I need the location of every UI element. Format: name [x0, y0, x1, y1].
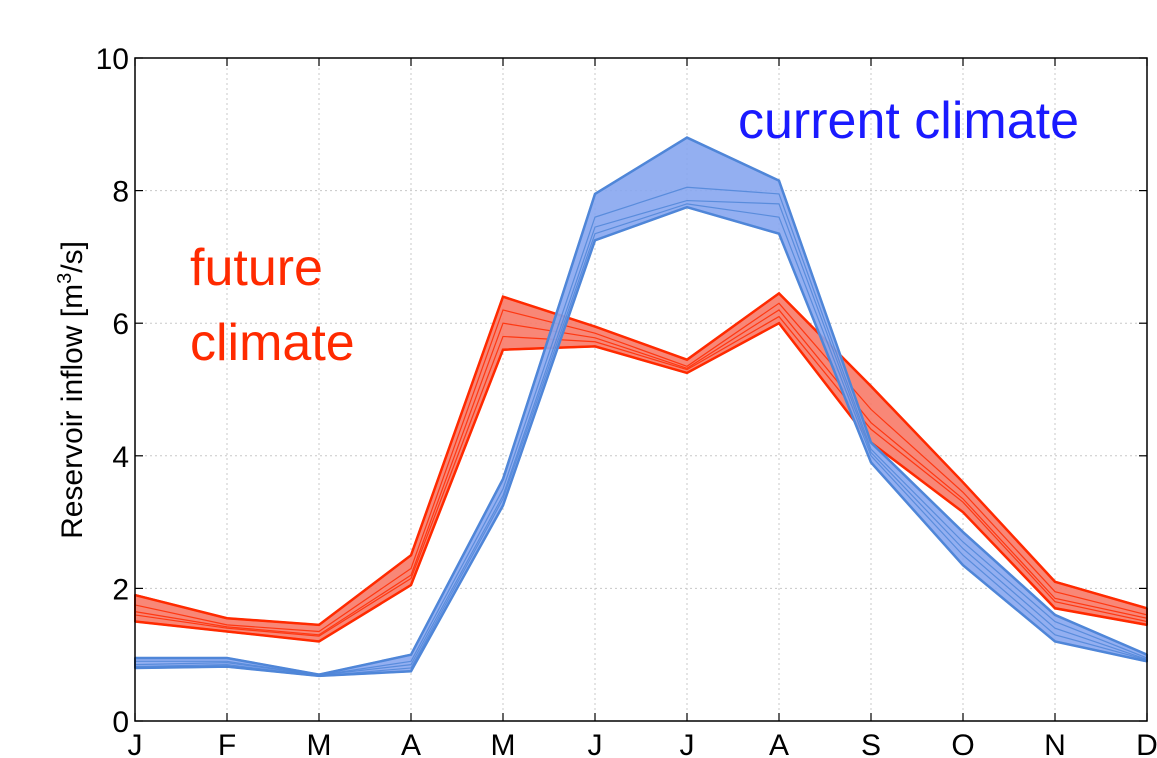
annotation-current-climate: current climate — [738, 92, 1079, 150]
x-tick-label: O — [951, 729, 974, 758]
current-climate-upper-line — [135, 136, 1148, 676]
x-tick-label: F — [218, 729, 236, 758]
x-tick-label: A — [401, 729, 421, 758]
y-tick-label: 8 — [112, 176, 129, 209]
x-tick-label: M — [307, 729, 332, 758]
y-tick-label: 2 — [112, 573, 129, 606]
plot-frame — [134, 57, 1148, 722]
annotation-future-line1: future — [190, 239, 323, 297]
x-tick-label: S — [861, 729, 881, 758]
future-climate-member-line — [134, 309, 1148, 636]
future-climate-member-line — [134, 315, 1148, 637]
axis-ticks: J F M A M J J A S O N D 0 2 4 6 8 10 — [96, 43, 1157, 758]
x-tick-label: D — [1136, 729, 1157, 758]
x-tick-label: M — [491, 729, 516, 758]
x-tick-label: J — [128, 729, 143, 758]
x-tick-label: A — [769, 729, 789, 758]
y-tick-label: 4 — [112, 441, 129, 474]
annotation-future-line2: climate — [190, 314, 355, 372]
y-tick-label: 0 — [112, 706, 129, 739]
y-axis-label-sup: 3 — [54, 273, 76, 284]
y-axis-label-tail: /s] — [56, 241, 89, 273]
current-climate-lower-line — [134, 205, 1148, 678]
y-axis-label-main: Reservoir inflow [m — [56, 284, 89, 539]
series-areas — [134, 136, 1148, 678]
x-tick-label: J — [680, 729, 695, 758]
future-climate-upper-line — [134, 291, 1148, 627]
y-axis-label: Reservoir inflow [m3/s] — [54, 241, 89, 539]
y-tick-label: 6 — [112, 308, 129, 341]
x-tick-label: N — [1044, 729, 1066, 758]
y-tick-label: 10 — [96, 43, 129, 76]
future-climate-lower-line — [134, 321, 1148, 643]
x-tick-label: J — [588, 729, 603, 758]
future-climate-member-line — [134, 302, 1148, 633]
